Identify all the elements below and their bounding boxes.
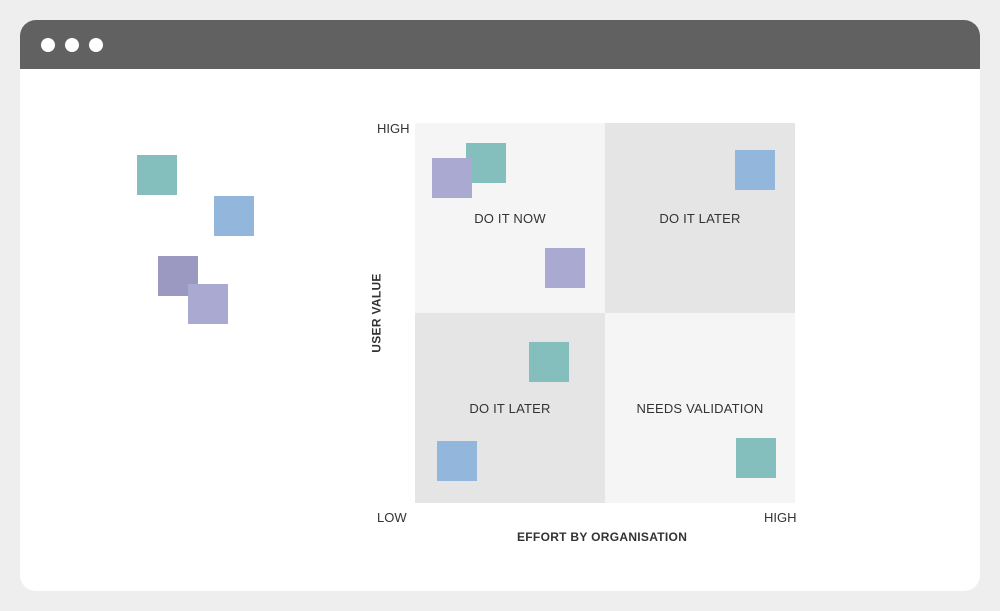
sticky-note[interactable] bbox=[188, 284, 228, 324]
quadrant-label: DO IT NOW bbox=[474, 210, 546, 226]
window-dot-2[interactable] bbox=[65, 38, 79, 52]
sticky-note[interactable] bbox=[214, 196, 254, 236]
sticky-note[interactable] bbox=[545, 248, 585, 288]
y-axis-title: USER VALUE bbox=[369, 273, 384, 353]
window-titlebar bbox=[20, 20, 980, 69]
x-axis-title: EFFORT BY ORGANISATION bbox=[517, 530, 688, 544]
quadrant-label: DO IT LATER bbox=[469, 400, 551, 416]
y-axis-low-label: LOW bbox=[377, 510, 407, 525]
sticky-note[interactable] bbox=[437, 441, 477, 481]
sticky-note[interactable] bbox=[736, 438, 776, 478]
browser-window: DO IT NOW DO IT LATER DO IT LATER NEEDS … bbox=[20, 20, 980, 591]
sticky-note[interactable] bbox=[529, 342, 569, 382]
sticky-note[interactable] bbox=[466, 143, 506, 183]
x-axis-high-label: HIGH bbox=[764, 510, 797, 525]
quadrant-label: DO IT LATER bbox=[659, 210, 741, 226]
window-dot-1[interactable] bbox=[41, 38, 55, 52]
quadrant-do-it-later-bottom: DO IT LATER bbox=[415, 313, 605, 503]
sticky-note[interactable] bbox=[137, 155, 177, 195]
sticky-note[interactable] bbox=[735, 150, 775, 190]
quadrant-label: NEEDS VALIDATION bbox=[636, 400, 764, 416]
y-axis-high-label: HIGH bbox=[377, 121, 410, 136]
window-dot-3[interactable] bbox=[89, 38, 103, 52]
sticky-note[interactable] bbox=[432, 158, 472, 198]
